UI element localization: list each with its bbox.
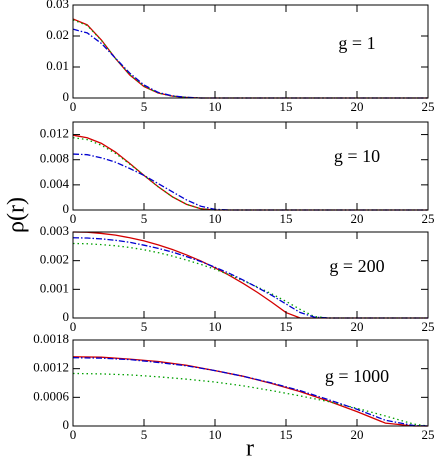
- y-tick-label: 0.0012: [33, 360, 69, 375]
- y-tick-label: 0.008: [40, 151, 69, 166]
- x-tick-label: 0: [70, 211, 77, 226]
- x-tick-label: 10: [209, 427, 222, 442]
- x-tick-label: 20: [351, 211, 364, 226]
- y-tick-label: 0.012: [40, 126, 69, 141]
- data-line: [72, 242, 428, 319]
- y-tick-label: 0.003: [40, 223, 69, 238]
- x-tick-label: 15: [280, 99, 293, 114]
- plot-frame: [72, 121, 429, 211]
- annotation: g = 1: [338, 33, 375, 53]
- x-tick-label: 25: [422, 211, 435, 226]
- y-tick-label: 0.03: [46, 0, 69, 11]
- x-tick-label: 20: [351, 427, 364, 442]
- data-line: [72, 372, 429, 427]
- x-tick-label: 5: [141, 99, 148, 114]
- x-tick-label: 10: [209, 319, 222, 334]
- y-axis-label: ρ(r): [4, 197, 30, 233]
- y-tick-label: 0: [63, 309, 70, 324]
- data-line: [72, 19, 428, 99]
- x-tick-label: 25: [422, 427, 435, 442]
- y-tick-label: 0.001: [40, 280, 69, 295]
- plot-frame: [72, 339, 429, 427]
- x-tick-label: 25: [422, 319, 435, 334]
- x-tick-label: 10: [209, 99, 222, 114]
- y-tick-label: 0.004: [40, 176, 70, 191]
- x-tick-label: 0: [70, 99, 77, 114]
- data-line: [72, 18, 428, 99]
- x-tick-label: 15: [280, 211, 293, 226]
- x-axis-label: r: [246, 436, 254, 460]
- data-line: [72, 357, 429, 427]
- x-tick-label: 15: [280, 427, 293, 442]
- x-tick-label: 20: [351, 99, 364, 114]
- x-tick-label: 5: [141, 211, 148, 226]
- x-tick-label: 10: [209, 211, 222, 226]
- y-tick-label: 0.0006: [33, 388, 69, 403]
- data-line: [72, 237, 428, 319]
- annotation: g = 1000: [325, 366, 389, 386]
- y-tick-label: 0: [63, 201, 70, 216]
- x-tick-label: 20: [351, 319, 364, 334]
- plot-frame: [72, 231, 429, 319]
- annotation: g = 10: [334, 146, 380, 166]
- x-tick-label: 25: [422, 99, 435, 114]
- y-tick-label: 0.01: [46, 58, 69, 73]
- y-tick-label: 0.002: [40, 252, 69, 267]
- x-tick-label: 0: [70, 319, 77, 334]
- y-tick-label: 0.02: [46, 27, 69, 42]
- y-tick-label: 0: [63, 417, 70, 432]
- data-line: [72, 137, 428, 211]
- x-tick-label: 5: [141, 319, 148, 334]
- x-tick-label: 5: [141, 427, 148, 442]
- x-tick-label: 15: [280, 319, 293, 334]
- x-tick-label: 0: [70, 427, 77, 442]
- plot-frame: [72, 4, 429, 99]
- y-tick-label: 0: [63, 89, 70, 104]
- annotation: g = 200: [329, 256, 384, 276]
- y-tick-label: 0.0018: [33, 331, 69, 346]
